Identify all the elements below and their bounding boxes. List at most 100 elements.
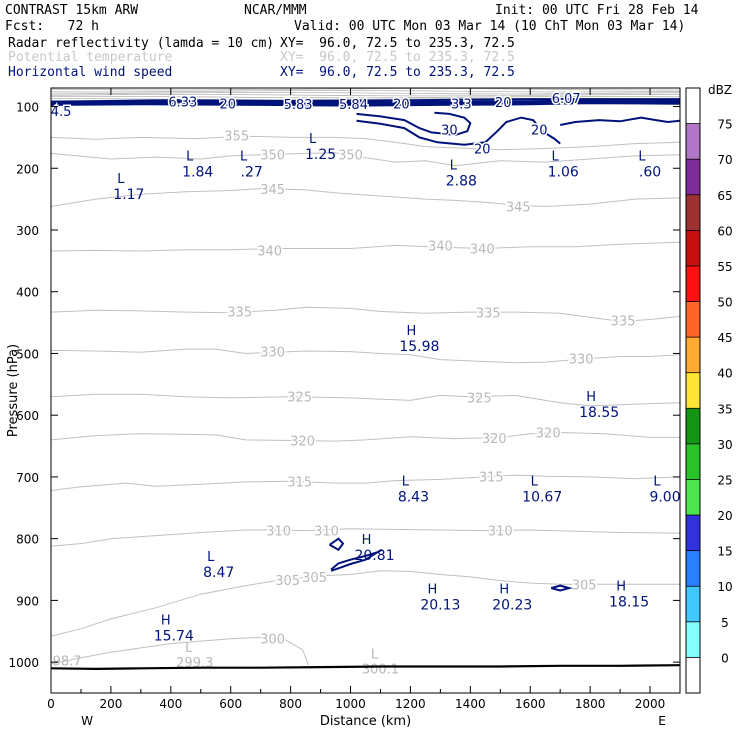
colorbar-level-label: 65 xyxy=(717,189,732,203)
colorbar-level-label: 10 xyxy=(717,580,732,594)
colorbar-level-label: 15 xyxy=(717,545,732,559)
y-tick-label: 500 xyxy=(16,347,39,361)
colorbar-swatch xyxy=(686,586,700,622)
x-axis-title: Distance (km) xyxy=(320,714,411,729)
theta-contour-350 xyxy=(51,152,680,167)
theta-label: 310 xyxy=(488,525,513,540)
y-tick-label: 600 xyxy=(16,409,39,423)
theta-contour-320 xyxy=(51,431,680,442)
wind-label: 3.3 xyxy=(451,97,472,112)
extremum-value: 8.43 xyxy=(398,489,429,505)
colorbar-level-label: 70 xyxy=(717,153,732,167)
colorbar-level-label: 45 xyxy=(717,331,732,345)
wind-label: 6.07 xyxy=(552,92,581,107)
theta-label: 310 xyxy=(266,525,291,540)
theta-contour-355 xyxy=(51,135,680,151)
y-tick-label: 800 xyxy=(16,533,39,547)
colorbar-swatch xyxy=(686,443,700,480)
theta-label: 305 xyxy=(275,574,300,589)
x-tick-label: 2000 xyxy=(635,697,666,711)
extremum-type: L xyxy=(450,158,458,173)
wind-label: 20 xyxy=(495,96,512,111)
plot-frame xyxy=(50,87,681,694)
theta-contour-305 xyxy=(51,570,680,637)
theta-label: 330 xyxy=(260,346,285,361)
field-xy-theta: XY= 96.0, 72.5 to 235.3, 72.5 xyxy=(280,50,515,65)
y-tick-label: 100 xyxy=(16,101,39,115)
theta-extremum-type: L xyxy=(185,641,193,656)
extremum-type: L xyxy=(552,150,560,165)
x-tick-label: 1000 xyxy=(335,697,366,711)
model-title: CONTRAST 15km ARW xyxy=(5,3,139,18)
colorbar-level-label: 50 xyxy=(717,296,732,310)
theta-contour-strat xyxy=(51,95,680,99)
wind-label: 64.5 xyxy=(43,105,72,120)
init-time: Init: 00 UTC Fri 28 Feb 14 xyxy=(495,3,699,18)
extremum-value: 20.13 xyxy=(420,597,460,613)
extremum-value: 8.47 xyxy=(203,565,234,581)
extremum-type: L xyxy=(117,172,125,187)
colorbar-swatch xyxy=(686,372,700,409)
theta-label: 345 xyxy=(260,183,285,198)
theta-contour-325 xyxy=(51,393,680,407)
theta-contour-335 xyxy=(51,306,680,322)
axes: 100 200 300 400 500 600 700 800 900 1000 0 200 400 60… xyxy=(6,87,681,729)
theta-label: 315 xyxy=(287,475,312,490)
y-axis-title: Pressure (hPa) xyxy=(6,344,21,437)
theta-label: 305 xyxy=(572,578,597,593)
extremum-type: L xyxy=(240,150,248,165)
colorbar-swatch xyxy=(686,123,700,160)
center-title: NCAR/MMM xyxy=(244,3,307,18)
theta-label: 335 xyxy=(227,305,252,320)
colorbar-level-label: 35 xyxy=(717,402,732,416)
x-tick-label: 400 xyxy=(159,697,182,711)
extremum-value: .60 xyxy=(639,165,661,181)
wind-label: 20 xyxy=(219,97,236,112)
theta-label: 345 xyxy=(506,201,531,216)
valid-time: Valid: 00 UTC Mon 03 Mar 14 (10 ChT Mon … xyxy=(294,19,686,34)
theta-label: 340 xyxy=(470,243,495,258)
y-tick-label: 900 xyxy=(16,594,39,608)
wind-contour-20 xyxy=(560,116,680,126)
theta-extremum-value: 298.7 xyxy=(44,654,81,669)
field-label-wind: Horizontal wind speed xyxy=(8,65,173,80)
colorbar-level-label: 55 xyxy=(717,260,732,274)
extremum-value: 15.74 xyxy=(154,628,194,644)
x-tick-label: 600 xyxy=(219,697,242,711)
theta-label: 310 xyxy=(314,525,339,540)
colorbar-level-label: 40 xyxy=(717,367,732,381)
theta-contour-345 xyxy=(51,188,680,208)
forecast-hour: Fcst: 72 h xyxy=(5,19,99,34)
colorbar-swatch xyxy=(686,230,700,266)
wind-label: 20 xyxy=(393,97,410,112)
colorbar-swatch xyxy=(686,265,700,302)
x-tick-label: 1200 xyxy=(395,697,426,711)
field-xy-wind: XY= 96.0, 72.5 to 235.3, 72.5 xyxy=(280,65,515,80)
y-tick-label: 1000 xyxy=(8,656,39,670)
surface-pressure-line xyxy=(51,664,680,671)
extremum-type: H xyxy=(499,582,509,597)
colorbar-level-label: 0 xyxy=(721,651,729,665)
colorbar-swatch xyxy=(686,159,700,195)
extremum-type: H xyxy=(161,613,171,628)
colorbar-swatch xyxy=(686,479,700,516)
extremum-value: 15.98 xyxy=(399,339,439,355)
colorbar-swatch xyxy=(686,337,700,373)
x-end-label-west: W xyxy=(81,714,93,728)
extremum-value: 1.84 xyxy=(182,165,213,181)
theta-contour-340 xyxy=(51,241,680,252)
theta-label: 325 xyxy=(467,391,492,406)
wind-label: 20 xyxy=(531,123,548,138)
y-tick-label: 200 xyxy=(16,162,39,176)
theta-contour-strat xyxy=(51,92,680,95)
wind-jet-band-upper xyxy=(51,98,680,103)
theta-contour-330 xyxy=(51,348,680,364)
extremum-value: 20.81 xyxy=(354,548,394,564)
extremum-value: 18.55 xyxy=(579,405,619,421)
extremum-type: L xyxy=(186,150,194,165)
extremum-value: 1.25 xyxy=(305,147,336,163)
extremum-type: L xyxy=(207,550,215,565)
colorbar-swatch xyxy=(686,408,700,444)
theta-label: 350 xyxy=(338,149,363,164)
theta-label: 330 xyxy=(569,352,594,367)
